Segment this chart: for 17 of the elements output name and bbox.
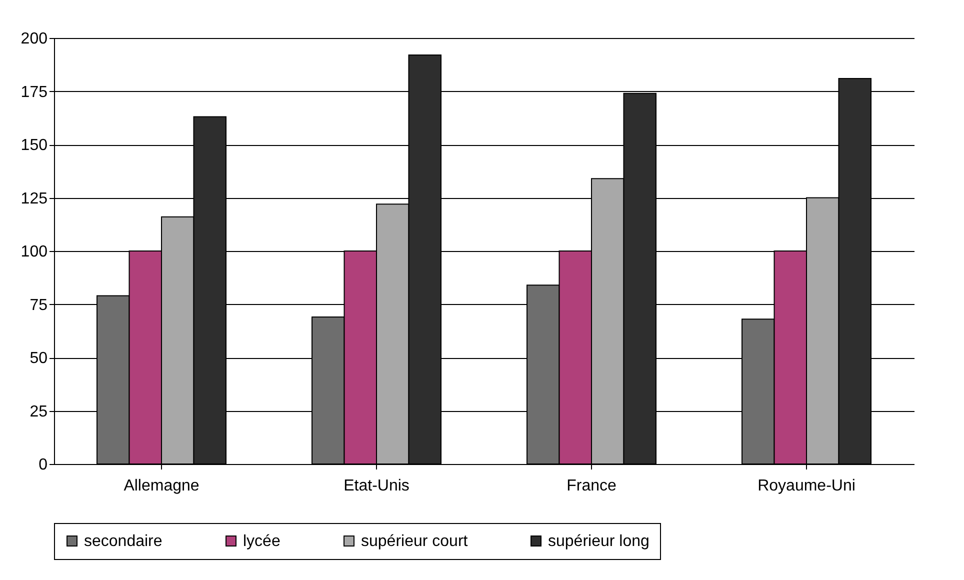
- x-tick-label: Etat-Unis: [344, 478, 410, 494]
- y-tick-label: 50: [30, 350, 48, 367]
- y-tick-label: 75: [30, 296, 48, 314]
- y-tick-label: 200: [20, 30, 48, 48]
- x-tick-label: Allemagne: [124, 478, 200, 494]
- y-tick-label: 125: [20, 190, 48, 208]
- y-tick-label: 0: [38, 456, 48, 474]
- y-tick-label: 150: [20, 137, 48, 154]
- legend-label: secondaire: [84, 533, 162, 550]
- y-tick-label: 175: [20, 84, 48, 101]
- y-tick-label: 100: [20, 244, 48, 260]
- legend-label: supérieur court: [361, 533, 468, 550]
- legend-label: supérieur long: [548, 533, 650, 550]
- x-tick-label: France: [566, 478, 616, 494]
- legend-label: lycée: [243, 533, 280, 550]
- y-tick-label: 25: [30, 403, 48, 420]
- x-tick-label: Royaume-Uni: [758, 478, 856, 494]
